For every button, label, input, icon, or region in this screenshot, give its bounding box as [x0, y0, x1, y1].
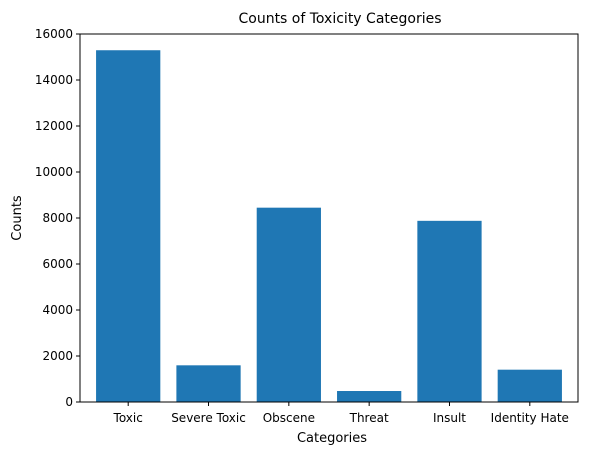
y-axis-label: Counts: [10, 195, 25, 241]
y-tick-label: 16000: [35, 27, 73, 41]
x-axis-ticks: Toxic Severe Toxic Obscene Threat Insult Iden…: [113, 402, 569, 425]
plot-frame: [79, 33, 579, 403]
x-tick-label: Severe Toxic: [171, 411, 246, 425]
y-tick-label: 12000: [35, 119, 73, 133]
y-tick-label: 10000: [35, 165, 73, 179]
y-tick-label: 8000: [42, 211, 73, 225]
y-tick-label: 14000: [35, 73, 73, 87]
bar-threat: [337, 391, 402, 402]
y-tick-label: 4000: [42, 303, 73, 317]
y-tick-label: 6000: [42, 257, 73, 271]
bar-identity-hate: [497, 369, 562, 402]
chart-title: Counts of Toxicity Categories: [238, 11, 441, 27]
bars-group: [96, 50, 562, 402]
bar-obscene: [256, 207, 321, 402]
y-tick-label: 0: [65, 395, 73, 409]
x-tick-label: Obscene: [263, 411, 315, 425]
x-tick-label: Insult: [433, 411, 466, 425]
x-tick-label: Identity Hate: [491, 411, 569, 425]
x-tick-label: Toxic: [113, 411, 143, 425]
x-axis-label: Categories: [297, 431, 367, 446]
bar-toxic: [96, 50, 161, 402]
x-tick-label: Threat: [349, 411, 389, 425]
bar-insult: [417, 220, 482, 402]
y-tick-label: 2000: [42, 349, 73, 363]
y-axis-ticks: 0 2000 4000 6000 8000 10000 12000 14000 16000: [35, 27, 80, 409]
bar-severe-toxic: [176, 365, 241, 402]
